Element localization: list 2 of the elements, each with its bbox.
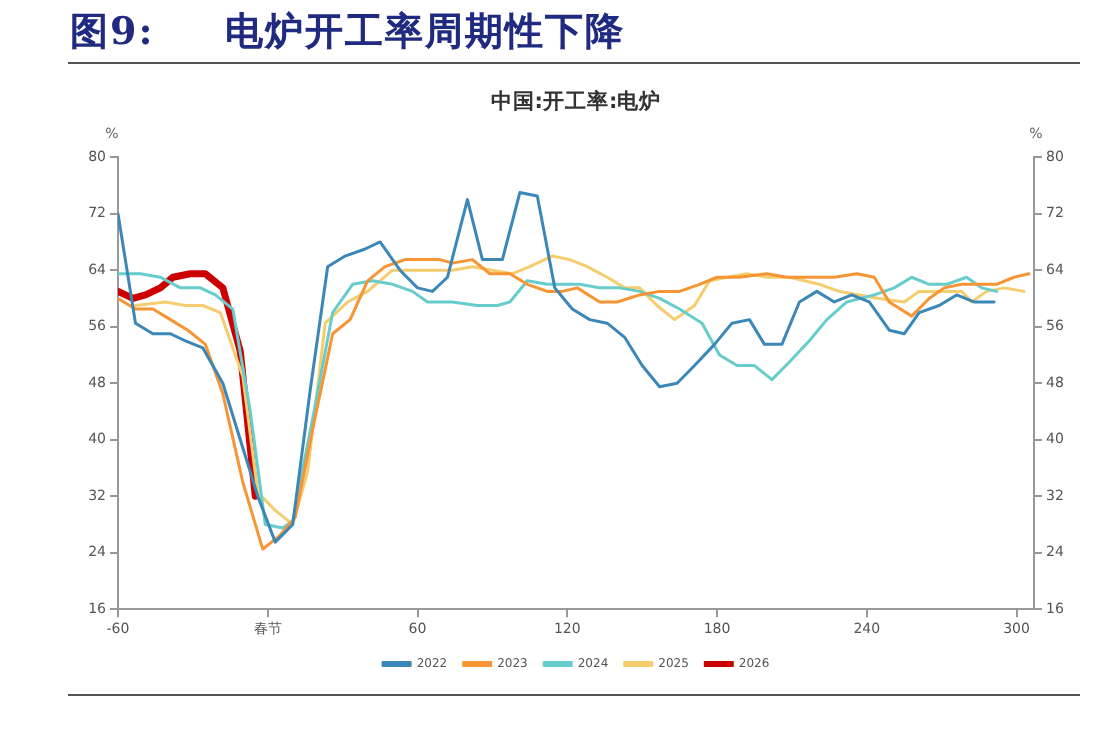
chart-subtitle: 中国:开工率:电炉 (490, 88, 662, 115)
chart-title: 图9: 电炉开工率周期性下降 (70, 8, 625, 56)
